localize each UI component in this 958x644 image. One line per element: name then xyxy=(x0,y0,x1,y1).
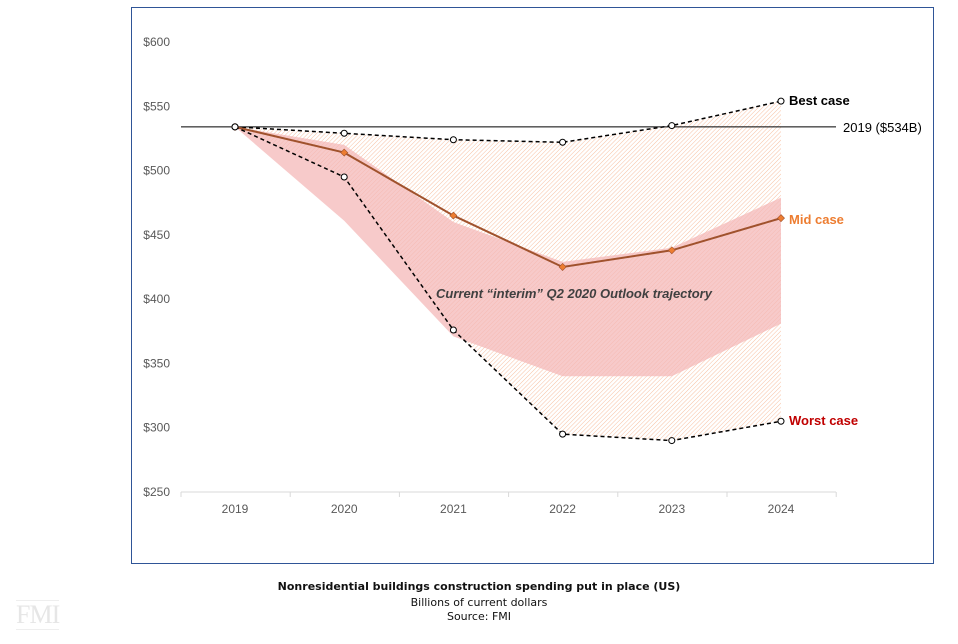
x-tick-label: 2019 xyxy=(222,502,249,516)
mid-case-point xyxy=(558,263,567,271)
chart-subtitle: Billions of current dollars xyxy=(410,596,548,609)
y-tick-label: $450 xyxy=(143,228,170,242)
y-tick-label: $300 xyxy=(143,421,170,435)
y-tick-label: $250 xyxy=(143,485,170,499)
series-label-mid: Mid case xyxy=(789,212,844,227)
band-label: Current “interim” Q2 2020 Outlook trajec… xyxy=(436,286,713,301)
best-case-point xyxy=(449,136,457,144)
best-case-point xyxy=(559,138,567,146)
worst-case-line xyxy=(234,126,782,442)
y-tick-label: $500 xyxy=(143,164,170,178)
mid-case-line xyxy=(234,125,782,269)
x-tick-label: 2024 xyxy=(768,502,795,516)
y-tick-label: $550 xyxy=(143,99,170,113)
best-case-point xyxy=(340,129,348,137)
series-label-worst: Worst case xyxy=(789,413,858,428)
worst-case-point xyxy=(231,123,239,131)
chart-title: Nonresidential buildings construction sp… xyxy=(277,580,681,593)
worst-case-point xyxy=(668,437,676,445)
worst-case-point xyxy=(559,430,567,438)
worst-case-point xyxy=(449,326,457,334)
reference-line-label: 2019 ($534B) xyxy=(843,120,922,135)
best-case-point xyxy=(668,122,676,130)
x-tick-label: 2020 xyxy=(331,502,358,516)
x-tick-label: 2021 xyxy=(440,502,467,516)
y-tick-label: $350 xyxy=(143,356,170,370)
best-case-line xyxy=(234,100,782,144)
mid-case-point xyxy=(777,214,785,223)
mid-case-point xyxy=(667,246,676,255)
worst-case-point xyxy=(777,417,785,425)
best-case-point xyxy=(777,97,785,105)
chart-frame xyxy=(131,7,934,564)
worst-case-point xyxy=(340,173,348,181)
interim-outlook-band xyxy=(235,126,781,377)
chart-source: Source: FMI xyxy=(446,610,512,623)
x-tick-label: 2022 xyxy=(549,502,576,516)
mid-case-point xyxy=(449,211,458,220)
mid-case-point xyxy=(340,148,349,157)
series-label-best: Best case xyxy=(789,93,850,108)
y-tick-label: $400 xyxy=(143,292,170,306)
fmi-logo: FMI xyxy=(16,600,60,630)
x-tick-label: 2023 xyxy=(658,502,685,516)
y-tick-label: $600 xyxy=(143,35,170,49)
